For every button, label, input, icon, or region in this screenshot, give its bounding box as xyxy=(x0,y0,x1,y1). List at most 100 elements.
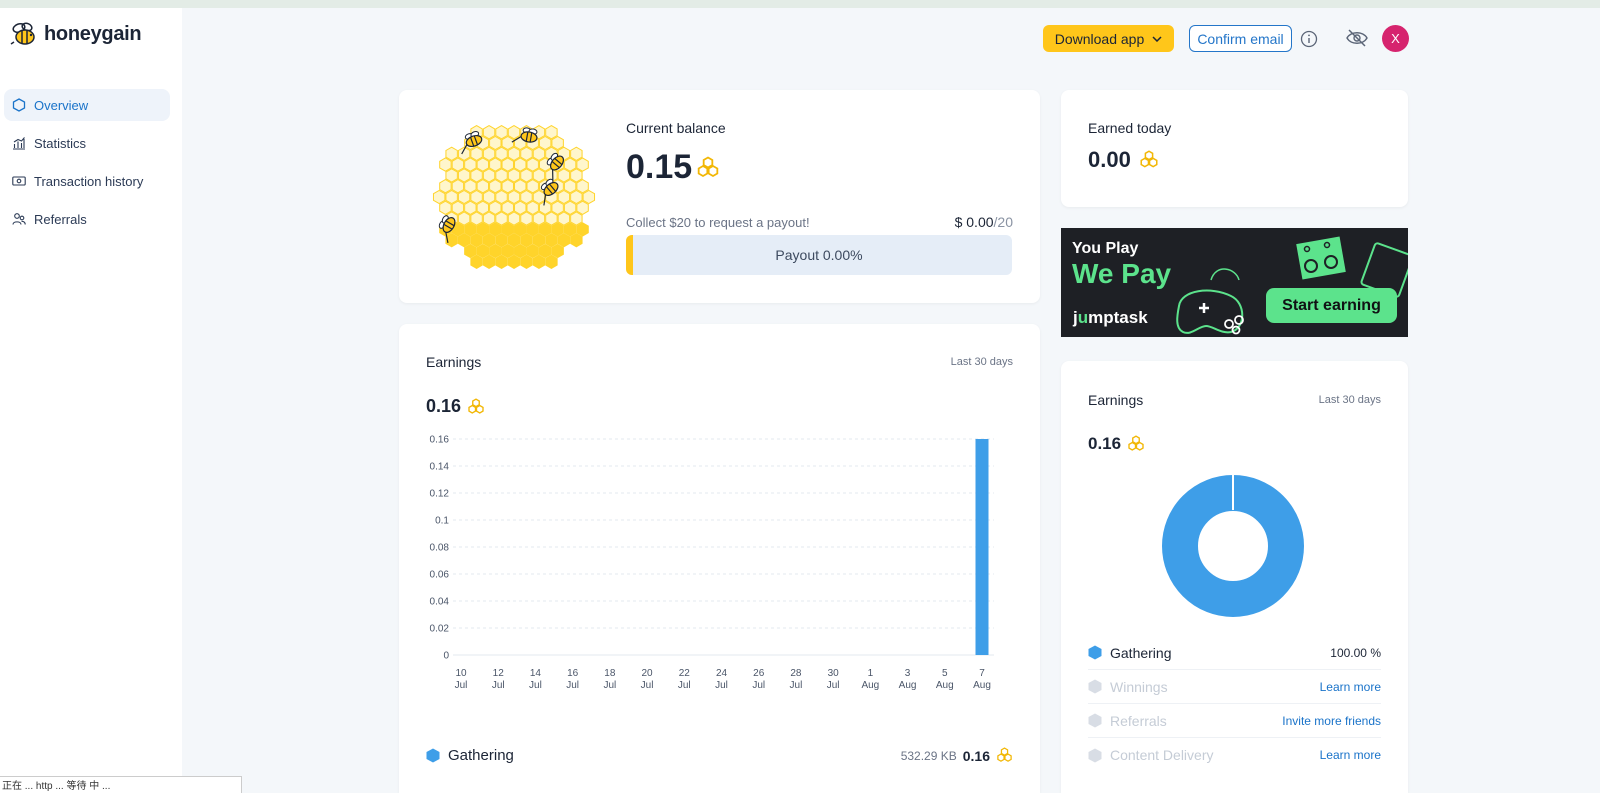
invite-friends-link[interactable]: Invite more friends xyxy=(1282,713,1381,728)
earnings-sources-card: Earnings Last 30 days 0.16 Gathering 100… xyxy=(1061,361,1408,793)
honeycomb-cell xyxy=(538,222,552,237)
honeycomb-cell xyxy=(470,211,483,226)
bar-7-Aug[interactable] xyxy=(975,439,989,655)
honeycomb-cell xyxy=(545,233,558,248)
honeycomb-cell xyxy=(582,189,596,205)
honeycomb-cell xyxy=(464,200,477,215)
honeycomb-cell xyxy=(570,189,583,205)
honeycomb-cell xyxy=(545,211,558,226)
sidebar-item-overview[interactable]: Overview xyxy=(4,89,170,121)
brand-u: u xyxy=(1077,308,1089,327)
honeycomb-cell xyxy=(489,135,502,151)
jumptask-logo: jumptask xyxy=(1073,308,1148,328)
coin-hex-2 xyxy=(1135,441,1144,451)
download-app-button[interactable]: Download app xyxy=(1043,25,1174,52)
honeycomb-cell xyxy=(557,233,571,248)
honeycomb-cell xyxy=(451,222,465,237)
coin-hex-1 xyxy=(1140,157,1150,168)
sidebar-item-referrals[interactable]: Referrals xyxy=(4,203,170,235)
brand-pre: j xyxy=(1073,308,1078,327)
honeycomb-cell xyxy=(476,243,490,259)
honeycomb-cell xyxy=(457,211,471,226)
sources-list: Gathering 100.00 % Winnings Learn more R… xyxy=(1088,636,1381,772)
honeycomb-cell xyxy=(557,211,571,226)
honey-coin-icon xyxy=(997,747,1012,762)
honeycomb-cell xyxy=(526,200,539,215)
honeycomb-cell xyxy=(557,189,571,205)
x-tick-day: 28 xyxy=(790,668,802,679)
x-tick-month: Aug xyxy=(861,680,879,691)
honeycomb-cell xyxy=(501,243,514,259)
source-row-content-delivery: Content Delivery Learn more xyxy=(1088,738,1381,772)
earnings-title: Earnings xyxy=(426,354,482,370)
honeycomb-cell xyxy=(495,146,508,161)
x-tick-month: Jul xyxy=(827,680,840,691)
honeycomb-cell xyxy=(495,211,508,226)
bee-icon xyxy=(438,215,456,243)
honeycomb-cell xyxy=(514,179,527,194)
honeycomb-cell xyxy=(570,211,583,226)
honeycomb-cell xyxy=(551,135,564,151)
source-label: Winnings xyxy=(1110,678,1168,695)
hexagon-icon xyxy=(426,748,440,763)
honeycomb-cell xyxy=(457,168,471,183)
honeycomb-cell xyxy=(507,233,521,248)
learn-more-link[interactable]: Learn more xyxy=(1319,748,1381,762)
honeycomb-cell xyxy=(520,254,533,269)
x-tick-day: 5 xyxy=(942,668,948,679)
honeycomb-cell xyxy=(501,135,514,151)
honeycomb-cell xyxy=(482,254,496,269)
start-earning-button[interactable]: Start earning xyxy=(1266,288,1397,323)
honeycomb-cell xyxy=(538,135,552,151)
honeycomb-cell xyxy=(532,168,546,183)
jumptask-ad-banner[interactable]: You Play We Pay jumptask Start earning xyxy=(1061,228,1408,337)
honeycomb-cell xyxy=(576,157,589,172)
x-tick-month: Jul xyxy=(566,680,579,691)
y-tick-label: 0.04 xyxy=(430,597,450,608)
honeycomb-cell xyxy=(507,254,521,269)
logo[interactable]: honeygain xyxy=(10,22,142,46)
honeycomb-cell xyxy=(489,157,502,172)
payout-progress-fill xyxy=(626,235,633,275)
source-row-winnings: Winnings Learn more xyxy=(1088,670,1381,704)
coin-hex-2 xyxy=(475,404,484,414)
current-balance-value: 0.15 xyxy=(626,148,720,187)
x-tick-day: 7 xyxy=(979,668,985,679)
honeycomb-cell xyxy=(563,200,577,215)
cash-icon xyxy=(12,176,26,186)
logo-text: honeygain xyxy=(44,22,142,45)
gathering-summary: 532.29 KB 0.16 xyxy=(901,747,1013,764)
sidebar-item-transaction-history[interactable]: Transaction history xyxy=(4,165,170,197)
source-row-referrals: Referrals Invite more friends xyxy=(1088,704,1381,738)
source-row-gathering: Gathering 100.00 % xyxy=(1088,636,1381,670)
x-tick-day: 1 xyxy=(868,668,874,679)
honeycomb-cell xyxy=(570,168,583,183)
y-tick-label: 0 xyxy=(443,651,449,662)
hide-balance-eye-icon[interactable] xyxy=(1346,28,1368,48)
x-tick-month: Jul xyxy=(715,680,728,691)
x-tick-day: 12 xyxy=(493,668,505,679)
honeycomb-cell xyxy=(526,179,539,194)
avatar[interactable]: X xyxy=(1382,25,1409,52)
honeycomb-cell xyxy=(526,243,539,259)
info-icon[interactable] xyxy=(1300,30,1318,48)
coin-hex-0 xyxy=(702,155,714,169)
y-tick-label: 0.08 xyxy=(430,543,450,554)
chevron-down-icon xyxy=(1152,35,1162,42)
bee-icon xyxy=(540,178,559,206)
honeycomb-cell xyxy=(526,222,539,237)
honeycomb-cell xyxy=(495,233,508,248)
earnings-bar-chart: 00.020.040.060.080.10.120.140.1610Jul12J… xyxy=(430,435,994,691)
payout-amount: $ 0.00/20 xyxy=(955,214,1013,230)
y-tick-label: 0.14 xyxy=(430,462,450,473)
earnings-chart-card: Earnings Last 30 days 0.16 0 0.02 0.04 0.06… xyxy=(399,324,1040,793)
honeycomb-cell xyxy=(495,168,508,183)
honeycomb-cell xyxy=(464,243,477,259)
source-content-delivery: Content Delivery xyxy=(1088,747,1214,763)
sidebar-item-statistics[interactable]: Statistics xyxy=(4,127,170,159)
hexagon-icon xyxy=(12,98,26,112)
confirm-email-button[interactable]: Confirm email xyxy=(1189,25,1292,52)
learn-more-link[interactable]: Learn more xyxy=(1319,679,1381,694)
source-label: Referrals xyxy=(1110,712,1167,729)
honeycomb-cell xyxy=(514,200,527,215)
